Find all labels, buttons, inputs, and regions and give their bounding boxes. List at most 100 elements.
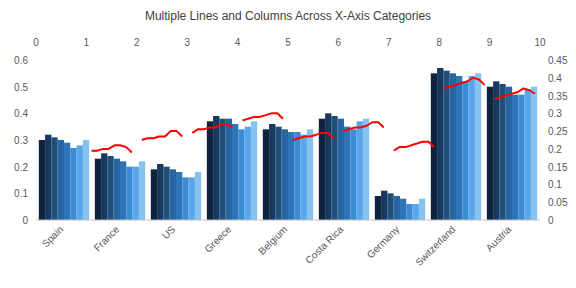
bar [139,161,145,220]
bar [325,113,331,220]
bar [462,81,468,220]
y2-tick-label: 0.15 [548,162,568,173]
category-label: US [160,223,178,241]
bar [120,161,126,220]
y-tick-label: 0 [22,215,28,226]
bar [170,169,176,220]
bar [387,193,393,220]
bar [114,159,120,220]
bar [263,129,269,220]
x-tick-label: 10 [534,37,546,48]
y-tick-label: 0.5 [14,82,28,93]
bar [413,204,419,220]
x-tick-label: 7 [386,37,392,48]
y-tick-label: 0.1 [14,188,28,199]
x-tick-label: 3 [184,37,190,48]
bar [443,71,449,220]
bar [64,143,70,220]
bar [107,156,113,220]
y-tick-label: 0.2 [14,162,28,173]
bar [487,87,493,220]
y2-tick-label: 0.45 [548,55,568,66]
plot-area [39,68,537,220]
bar [375,196,381,220]
x-tick-label: 2 [134,37,140,48]
bar [456,76,462,220]
line [243,113,283,120]
bar [101,153,107,220]
bar [51,137,57,220]
x-tick-label: 9 [487,37,493,48]
y2-tick-label: 0.4 [548,73,562,84]
bar [525,89,531,220]
category-label: France [92,223,122,253]
bar [157,164,163,220]
bar [213,116,219,220]
category-label: Spain [40,224,66,250]
bar [350,129,356,220]
line [495,88,535,99]
line [142,131,182,140]
line [192,124,232,133]
bar [288,132,294,220]
bar [182,177,188,220]
bar [419,199,425,220]
bar [151,169,157,220]
bar [394,196,400,220]
bar [77,145,83,220]
y2-tick-label: 0 [548,215,554,226]
bar [301,135,307,220]
line [394,142,434,151]
bar [219,119,225,220]
bar [307,129,313,220]
y2-tick-label: 0.2 [548,144,562,155]
bar [126,167,132,220]
x-tick-label: 6 [336,37,342,48]
bar [39,140,45,220]
bar [226,119,232,220]
x-tick-label: 0 [33,37,39,48]
category-label: Switzerland [413,224,457,268]
bar [381,191,387,220]
bar [95,159,101,220]
y2-tick-label: 0.3 [548,108,562,119]
bar [493,81,499,220]
bar [245,127,251,220]
bar [363,119,369,220]
bar [512,95,518,220]
bar [531,87,537,220]
bar [189,177,195,220]
category-label: Belgium [256,224,289,257]
bar [195,172,201,220]
bar [176,172,182,220]
x-tick-label: 1 [84,37,90,48]
x-axis-line [36,220,540,221]
bar [406,204,412,220]
bar [475,73,481,220]
bar [58,140,64,220]
bar [70,148,76,220]
title: Multiple Lines and Columns Across X-Axis… [145,9,431,23]
category-label: Germany [365,224,402,261]
bar [45,135,51,220]
x-tick-label: 5 [285,37,291,48]
bar [294,132,300,220]
bar [338,119,344,220]
y2-tick-label: 0.05 [548,197,568,208]
bar [275,127,281,220]
bar [83,140,89,220]
bar [518,95,524,220]
category-label: Costa Rica [303,223,346,266]
bar [331,116,337,220]
bar [437,68,443,220]
category-label: Austria [484,223,514,253]
y-tick-label: 0.3 [14,135,28,146]
y2-tick-label: 0.35 [548,91,568,102]
bar [344,127,350,220]
bar [400,199,406,220]
y-tick-label: 0.6 [14,55,28,66]
bar [251,121,257,220]
bar [232,124,238,220]
x-tick-label: 4 [235,37,241,48]
y2-tick-label: 0.1 [548,179,562,190]
